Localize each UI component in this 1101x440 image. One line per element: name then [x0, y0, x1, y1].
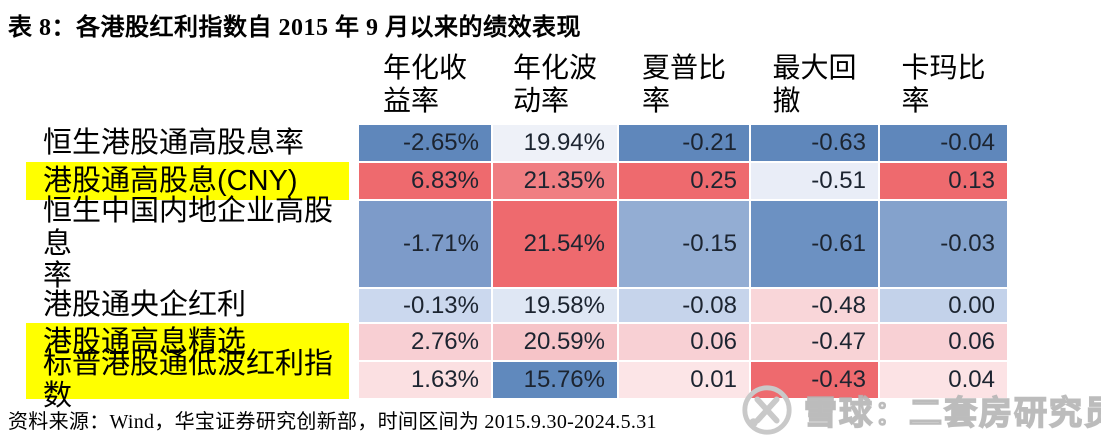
- table-cell: -0.13%: [358, 288, 492, 323]
- col-header-annualized-volatility: 年化波 动率: [492, 48, 618, 124]
- table-cell: -0.61: [750, 200, 879, 288]
- table-cell: 20.59%: [492, 323, 618, 361]
- table-cell: -0.21: [618, 124, 750, 162]
- col-header-label: 卡玛比 率: [901, 52, 986, 116]
- row-label: 恒生港股通高股息率: [20, 124, 358, 162]
- table-cell: -2.65%: [358, 124, 492, 162]
- table-cell: 15.76%: [492, 361, 618, 399]
- table-cell: 21.35%: [492, 162, 618, 200]
- table-cell: 2.76%: [358, 323, 492, 361]
- col-header-annualized-return: 年化收 益率: [358, 48, 492, 124]
- table-cell: -0.51: [750, 162, 879, 200]
- row-label: 恒生中国内地企业高股息 率: [20, 195, 358, 292]
- table-cell: 19.94%: [492, 124, 618, 162]
- table-cell: 1.63%: [358, 361, 492, 399]
- table-cell: -0.47: [750, 323, 879, 361]
- performance-table: 年化收 益率 年化波 动率 夏普比 率 最大回 撤 卡玛比 率 恒生港股通高股息…: [20, 48, 1008, 412]
- table-cell: 0.25: [618, 162, 750, 200]
- table-cell: -1.71%: [358, 200, 492, 288]
- row-label-highlighted: 标普港股通低波红利指数: [20, 348, 358, 412]
- table-cell: -0.43: [750, 361, 879, 399]
- col-header-max-drawdown: 最大回 撤: [750, 48, 879, 124]
- col-header-label: 年化收 益率: [382, 52, 467, 116]
- table-cell: 0.06: [618, 323, 750, 361]
- col-header-sharpe-ratio: 夏普比 率: [618, 48, 750, 124]
- table-title: 表 8：各港股红利指数自 2015 年 9 月以来的绩效表现: [8, 15, 581, 41]
- xueqiu-watermark: 雪球：二套房研究员: [740, 383, 1101, 437]
- table-cell: -0.04: [879, 124, 1008, 162]
- col-header-label: 年化波 动率: [512, 52, 597, 116]
- table-cell: -0.15: [618, 200, 750, 288]
- table-cell: 0.06: [879, 323, 1008, 361]
- table-cell: 0.13: [879, 162, 1008, 200]
- table-cell: -0.63: [750, 124, 879, 162]
- table-cell: -0.48: [750, 288, 879, 323]
- row-label: 港股通央企红利: [20, 288, 358, 323]
- row-label-highlighted: 港股通高息精选: [20, 323, 358, 361]
- col-header-label: 夏普比 率: [641, 52, 726, 116]
- table-cell: 0.04: [879, 361, 1008, 399]
- table-cell: 0.00: [879, 288, 1008, 323]
- table-cell: 0.01: [618, 361, 750, 399]
- table-cell: 6.83%: [358, 162, 492, 200]
- table-cell: 19.58%: [492, 288, 618, 323]
- table-corner-blank: [20, 48, 358, 124]
- table-cell: -0.08: [618, 288, 750, 323]
- table-cell: -0.03: [879, 200, 1008, 288]
- watermark-text: 雪球：二套房研究员: [803, 393, 1101, 432]
- row-label-highlighted: 港股通高股息(CNY): [20, 162, 358, 200]
- data-source-note: 资料来源：Wind，华宝证券研究创新部，时间区间为 2015.9.30-2024…: [8, 411, 657, 433]
- xueqiu-snowball-logo-icon: [742, 385, 792, 435]
- col-header-label: 最大回 撤: [772, 52, 857, 116]
- table-cell: 21.54%: [492, 200, 618, 288]
- col-header-calmar-ratio: 卡玛比 率: [879, 48, 1008, 124]
